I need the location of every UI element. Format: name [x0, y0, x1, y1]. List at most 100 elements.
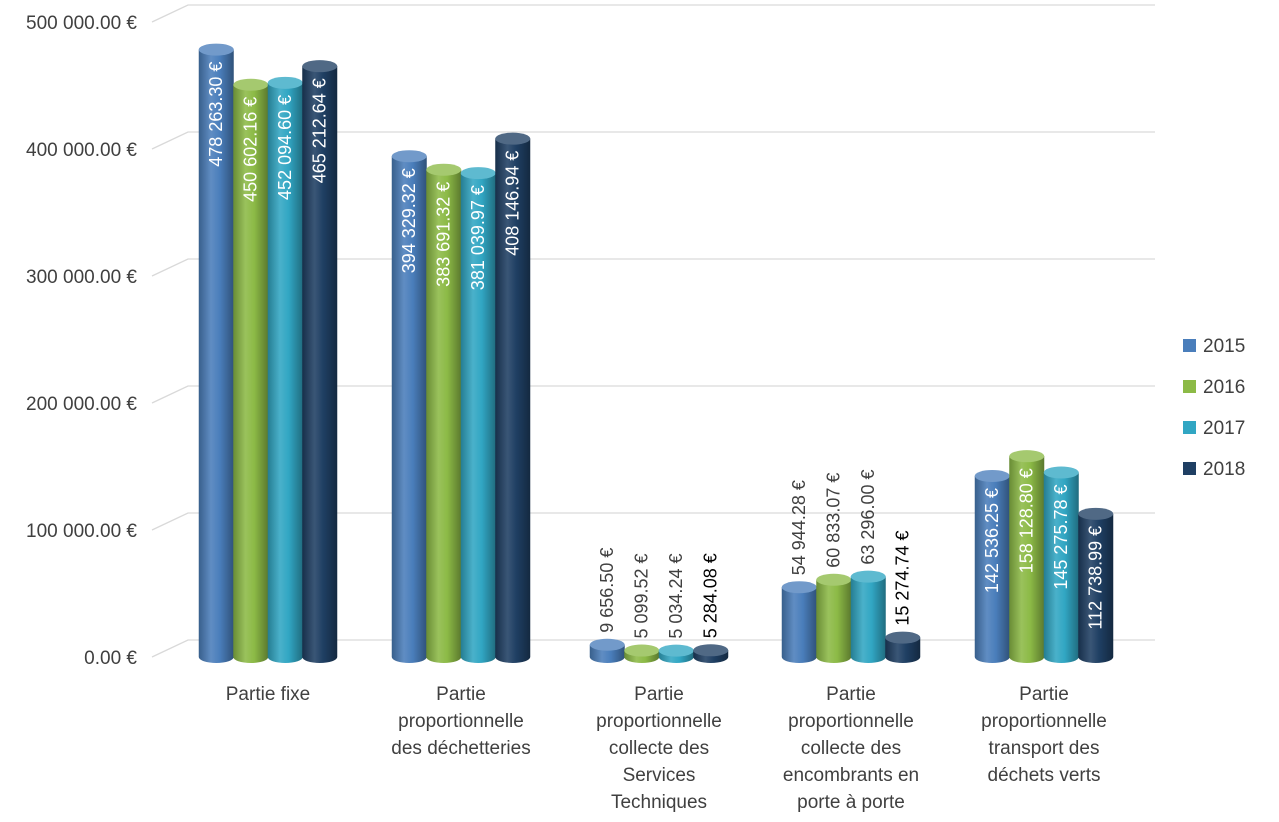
bar-2017-0 [267, 76, 303, 663]
gridline [151, 131, 1155, 150]
bar-body [495, 138, 531, 663]
data-label: 450 602.16 € [241, 97, 261, 202]
category-label: Partie fixe [226, 684, 310, 705]
bar-top [658, 644, 694, 657]
y-tick-label: 300 000.00 € [26, 267, 137, 288]
data-label: 5 034.24 € [666, 554, 686, 639]
legend-swatch [1183, 339, 1196, 352]
bar-body [850, 576, 886, 663]
data-label: 15 274.74 € [893, 531, 913, 626]
category-label: des déchetteries [391, 738, 530, 759]
data-label: 452 094.60 € [275, 95, 295, 200]
bar-body [1078, 513, 1114, 663]
bar-top [589, 638, 625, 651]
bar-body [302, 66, 338, 664]
bar-top [693, 644, 729, 657]
bar-body [391, 156, 427, 663]
legend-label: 2015 [1203, 336, 1245, 357]
bar-2015-4 [974, 469, 1010, 663]
bar-body [816, 579, 852, 663]
data-label: 5 099.52 € [632, 553, 652, 638]
bar-2018-3 [885, 631, 921, 663]
bar-2018-2 [693, 644, 729, 663]
legend-label: 2016 [1203, 377, 1245, 398]
category-label: encombrants en [783, 765, 919, 786]
bar-top [391, 150, 427, 163]
category-label: collecte des [609, 738, 709, 759]
y-tick-label: 200 000.00 € [26, 394, 137, 415]
data-label: 408 146.94 € [503, 151, 523, 256]
bar-2015-0 [198, 43, 234, 664]
data-label: 54 944.28 € [789, 480, 809, 575]
category-label: Techniques [611, 792, 707, 813]
gridline [151, 4, 1155, 23]
data-label: 383 691.32 € [434, 182, 454, 287]
category-label: Partie [634, 684, 684, 705]
bar-top [1043, 466, 1079, 479]
data-label: 63 296.00 € [858, 470, 878, 565]
bar-body [974, 475, 1010, 663]
bar-top [781, 581, 817, 594]
bar-2015-1 [391, 150, 427, 663]
bar-2016-4 [1009, 450, 1045, 663]
bar-top [267, 76, 303, 89]
legend-label: 2017 [1203, 418, 1245, 439]
bar-top [1009, 450, 1045, 463]
y-tick-label: 0.00 € [84, 648, 137, 669]
bar-2018-1 [495, 132, 531, 663]
bar-2018-0 [302, 60, 338, 664]
bar-2018-4 [1078, 507, 1114, 663]
bar-2017-3 [850, 570, 886, 663]
bar-top [460, 167, 496, 180]
category-label: Partie [1019, 684, 1069, 705]
data-label: 5 284.08 € [701, 553, 721, 638]
category-label: proportionnelle [981, 711, 1107, 732]
bar-body [198, 49, 234, 664]
bar-top [302, 60, 338, 73]
data-label: 60 833.07 € [824, 473, 844, 568]
data-label: 145 275.78 € [1051, 484, 1071, 589]
data-label: 381 039.97 € [468, 185, 488, 290]
legend-swatch [1183, 462, 1196, 475]
bar-top [850, 570, 886, 583]
legend-label: 2018 [1203, 459, 1245, 480]
bar-2016-0 [233, 78, 269, 664]
bar-top [624, 644, 660, 657]
legend-swatch [1183, 380, 1196, 393]
bar-body [233, 84, 269, 664]
y-tick-label: 500 000.00 € [26, 13, 137, 34]
category-label: proportionnelle [398, 711, 524, 732]
bar-body [1043, 472, 1079, 663]
bar-2015-2 [589, 638, 625, 663]
data-label: 394 329.32 € [399, 168, 419, 273]
data-label: 142 536.25 € [982, 488, 1002, 593]
bar-2017-1 [460, 167, 496, 664]
bar-top [885, 631, 921, 644]
bar-2016-2 [624, 644, 660, 663]
category-label: transport des [989, 738, 1100, 759]
category-label: proportionnelle [596, 711, 722, 732]
legend-swatch [1183, 421, 1196, 434]
data-label: 478 263.30 € [206, 62, 226, 167]
bar-top [974, 469, 1010, 482]
bar-top [233, 78, 269, 91]
bar-top [1078, 507, 1114, 520]
data-label: 158 128.80 € [1017, 468, 1037, 573]
bar-top [426, 163, 462, 176]
bar-top [495, 132, 531, 145]
gridline [151, 512, 1155, 531]
bar-top [816, 573, 852, 586]
bar-body [1009, 456, 1045, 663]
bar-body [460, 173, 496, 664]
bar-2016-3 [816, 573, 852, 663]
category-label: Services [623, 765, 696, 786]
category-label: Partie [436, 684, 486, 705]
gridline [151, 258, 1155, 277]
category-label: porte à porte [797, 792, 905, 813]
bar-body [885, 637, 921, 663]
bar-2016-1 [426, 163, 462, 663]
category-label: collecte des [801, 738, 901, 759]
bar-top [198, 43, 234, 56]
bar-body [267, 82, 303, 663]
